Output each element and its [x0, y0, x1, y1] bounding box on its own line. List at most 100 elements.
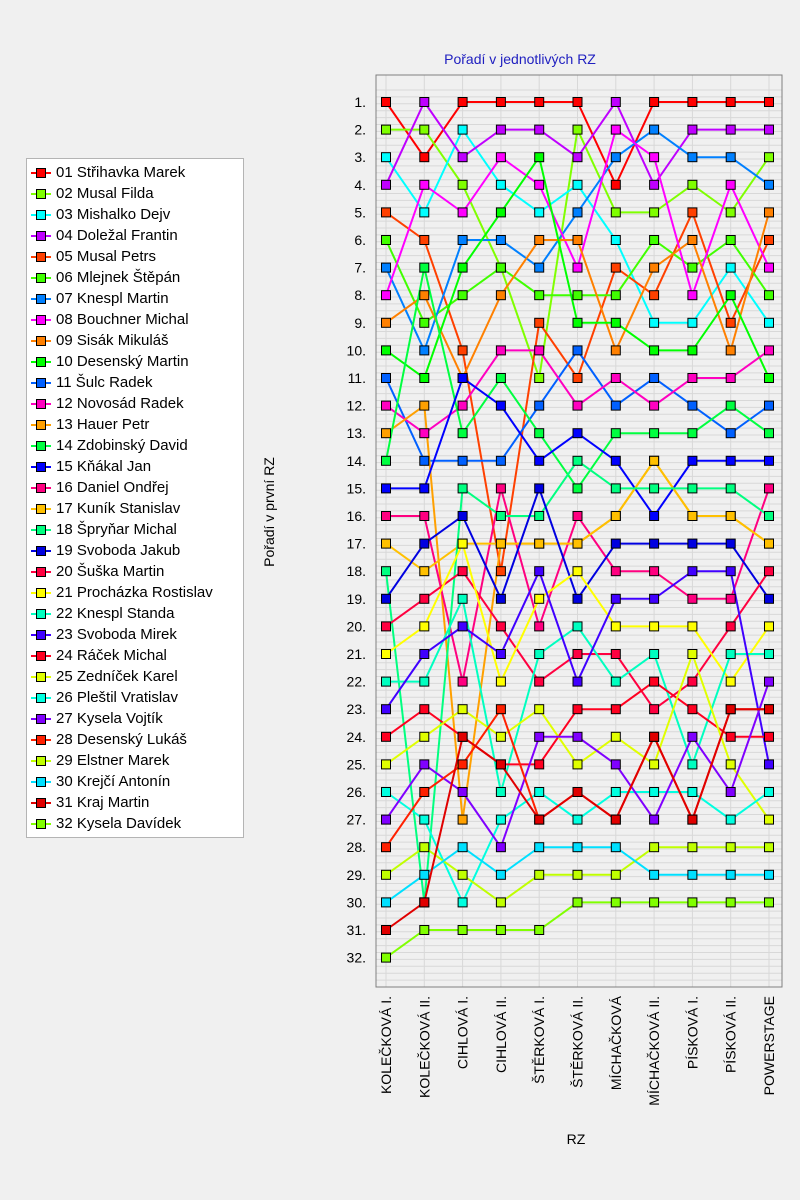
- series-32-marker: [457, 925, 468, 935]
- legend-item: 30 Krejčí Antonín: [31, 771, 241, 792]
- legend-label: 16 Daniel Ondřej: [56, 479, 169, 496]
- y-tick-label: 20.: [347, 618, 366, 634]
- y-tick-label: 9.: [354, 315, 366, 331]
- series-11-marker: [687, 400, 698, 411]
- series-06-marker: [381, 235, 391, 245]
- legend-swatch: [31, 651, 51, 661]
- series-16-marker: [572, 511, 583, 521]
- legend-swatch: [31, 714, 51, 724]
- series-24-marker: [725, 731, 736, 742]
- series-24-marker: [572, 704, 583, 715]
- legend-label: 26 Pleštil Vratislav: [56, 689, 178, 706]
- legend-label: 19 Svoboda Jakub: [56, 542, 181, 559]
- series-18-marker: [610, 483, 621, 494]
- series-31-marker: [687, 814, 698, 825]
- series-20-marker: [725, 621, 736, 632]
- series-12-marker: [457, 400, 468, 411]
- series-25-marker: [649, 759, 660, 770]
- series-22-marker: [687, 759, 698, 770]
- series-04-marker: [725, 124, 736, 135]
- series-17-marker: [687, 511, 698, 521]
- series-27-marker: [687, 731, 698, 742]
- legend-label: 14 Zdobinský David: [56, 437, 188, 454]
- series-23-marker: [457, 621, 468, 632]
- series-20-marker: [764, 566, 774, 577]
- y-tick-label: 5.: [354, 204, 366, 220]
- series-04-marker: [495, 124, 506, 135]
- series-04-marker: [419, 97, 430, 107]
- series-25-marker: [534, 704, 545, 715]
- series-32-marker: [495, 925, 506, 935]
- series-07-marker: [687, 152, 698, 163]
- series-26-marker: [649, 787, 660, 797]
- y-tick-label: 17.: [347, 536, 366, 552]
- series-07-marker: [457, 235, 468, 245]
- series-01-marker: [764, 97, 774, 107]
- series-05-marker: [534, 317, 545, 328]
- plot-area-border: [375, 74, 783, 988]
- series-01-marker: [534, 97, 545, 107]
- legend-item: 27 Kysela Vojtík: [31, 708, 241, 729]
- series-06-marker: [649, 235, 660, 245]
- series-10-marker: [381, 345, 391, 356]
- y-tick-label: 21.: [347, 646, 366, 662]
- series-06-marker: [457, 290, 468, 301]
- series-01-marker: [649, 97, 660, 107]
- series-02-marker: [534, 373, 545, 383]
- series-04-marker: [649, 179, 660, 190]
- legend-item: 03 Mishalko Dejv: [31, 204, 241, 225]
- legend-item: 25 Zedníček Karel: [31, 666, 241, 687]
- series-25-marker: [381, 759, 391, 770]
- series-31-marker: [495, 759, 506, 770]
- series-23-marker: [725, 566, 736, 577]
- y-tick-label: 10.: [347, 342, 366, 358]
- series-23-marker: [572, 676, 583, 687]
- legend-swatch: [31, 462, 51, 472]
- series-01-marker: [572, 97, 583, 107]
- legend-label: 28 Desenský Lukáš: [56, 731, 187, 748]
- y-tick-label: 23.: [347, 701, 366, 717]
- series-13-marker: [419, 400, 430, 411]
- series-26-marker: [495, 814, 506, 825]
- series-24-marker: [687, 704, 698, 715]
- series-26-marker: [687, 787, 698, 797]
- legend-label: 27 Kysela Vojtík: [56, 710, 163, 727]
- legend-swatch: [31, 357, 51, 367]
- y-tick-label: 24.: [347, 729, 366, 745]
- series-22-marker: [764, 649, 774, 659]
- series-21-marker: [457, 538, 468, 549]
- series-20-marker: [495, 621, 506, 632]
- series-25-marker: [764, 814, 774, 825]
- legend-label: 13 Hauer Petr: [56, 416, 150, 433]
- series-22-marker: [381, 676, 391, 687]
- series-20-marker: [534, 676, 545, 687]
- series-27-marker: [649, 814, 660, 825]
- legend-label: 03 Mishalko Dejv: [56, 206, 171, 223]
- series-12-marker: [419, 428, 430, 439]
- y-tick-label: 22.: [347, 674, 366, 690]
- series-11-marker: [649, 373, 660, 383]
- series-21-marker: [764, 621, 774, 632]
- series-02-marker: [381, 124, 391, 135]
- series-07-marker: [381, 262, 391, 273]
- legend-swatch: [31, 483, 51, 493]
- series-05-marker: [572, 373, 583, 383]
- series-30-marker: [534, 842, 545, 853]
- series-09-marker: [610, 345, 621, 356]
- series-08-marker: [457, 207, 468, 218]
- series-02-marker: [687, 179, 698, 190]
- series-30-marker: [610, 842, 621, 853]
- legend-label: 07 Knespl Martin: [56, 290, 169, 307]
- series-07-marker: [419, 345, 430, 356]
- series-03-marker: [419, 207, 430, 218]
- y-tick-label: 11.: [348, 370, 366, 386]
- series-09-marker: [649, 262, 660, 273]
- series-23-marker: [381, 704, 391, 715]
- series-22-marker: [649, 649, 660, 659]
- series-02-marker: [419, 124, 430, 135]
- series-28-marker: [419, 787, 430, 797]
- series-03-marker: [764, 317, 774, 328]
- legend-item: 32 Kysela Davídek: [31, 813, 241, 834]
- series-04-marker: [457, 152, 468, 163]
- series-11-marker: [495, 455, 506, 466]
